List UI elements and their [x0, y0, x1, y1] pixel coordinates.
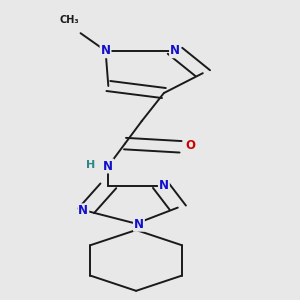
Text: N: N — [170, 44, 180, 57]
Text: O: O — [186, 139, 196, 152]
Text: H: H — [86, 160, 95, 170]
Text: N: N — [78, 204, 88, 217]
Text: N: N — [100, 44, 111, 57]
Text: CH₃: CH₃ — [60, 15, 79, 25]
Text: N: N — [103, 160, 113, 172]
Text: N: N — [159, 179, 169, 192]
Text: N: N — [134, 218, 144, 231]
